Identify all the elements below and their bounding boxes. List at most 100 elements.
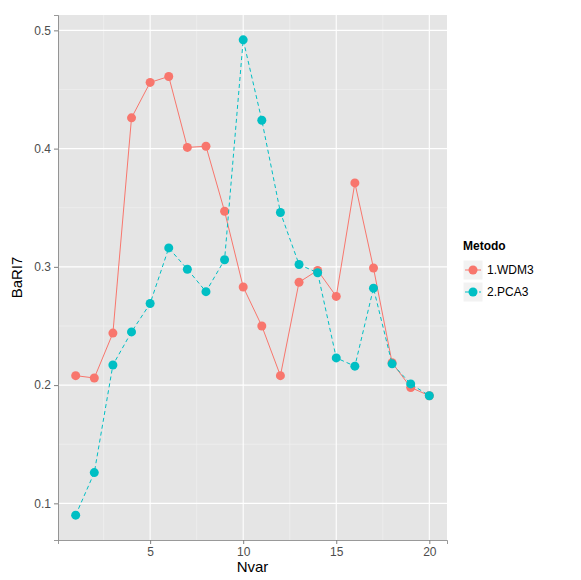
data-point <box>388 359 397 368</box>
tick-mark <box>243 540 244 544</box>
data-point <box>220 255 229 264</box>
legend-marker <box>469 266 478 275</box>
data-point <box>164 72 173 81</box>
grid-line <box>58 30 447 31</box>
grid-line <box>243 15 244 540</box>
data-point <box>71 371 80 380</box>
grid-line <box>58 385 447 386</box>
series-line <box>76 40 430 515</box>
data-point <box>108 361 117 370</box>
data-point <box>90 468 99 477</box>
data-point <box>239 282 248 291</box>
x-axis: 5 10 15 20 <box>59 540 448 559</box>
y-axis: 0.1 0.2 0.3 0.4 0.5 <box>34 16 58 541</box>
grid-line <box>58 148 447 149</box>
legend: Metodo 1.WDM3 2.PCA3 <box>463 239 534 302</box>
tick: 0.2 <box>34 378 58 392</box>
data-point <box>295 260 304 269</box>
tick: 5 <box>147 540 154 559</box>
data-point <box>350 362 359 371</box>
data-point <box>127 113 136 122</box>
tick-mark <box>54 149 58 150</box>
tick-label: 20 <box>423 545 437 559</box>
tick-label: 10 <box>237 545 251 559</box>
data-point <box>127 327 136 336</box>
data-point <box>332 292 341 301</box>
data-point <box>369 264 378 273</box>
tick-label: 5 <box>147 545 154 559</box>
legend-label: 1.WDM3 <box>487 263 534 277</box>
tick-mark <box>336 540 337 544</box>
tick: 0.4 <box>34 142 58 156</box>
tick-mark <box>54 267 58 268</box>
data-point <box>295 278 304 287</box>
data-point <box>425 391 434 400</box>
minor-grid-line <box>58 325 447 326</box>
tick: 15 <box>330 540 344 559</box>
minor-grid-line <box>58 207 447 208</box>
tick-mark <box>429 540 430 544</box>
y-axis-title: BaRI7 <box>8 257 25 299</box>
tick-label: 15 <box>330 545 344 559</box>
data-point <box>369 284 378 293</box>
data-point <box>276 208 285 217</box>
axis-line <box>54 16 59 541</box>
data-point <box>406 379 415 388</box>
tick: 10 <box>237 540 251 559</box>
plot-data <box>71 35 434 519</box>
grid-line <box>150 15 151 540</box>
legend-label: 2.PCA3 <box>487 285 529 299</box>
series-line <box>76 76 430 395</box>
data-point <box>276 371 285 380</box>
data-point <box>239 35 248 44</box>
tick-mark <box>54 385 58 386</box>
tick-label: 0.3 <box>34 260 51 274</box>
chart: 5 10 15 20 0.1 0.2 0.3 0.4 0.5 Nvar BaRI7 Metodo 1.W… <box>0 0 581 580</box>
tick-label: 0.5 <box>34 24 51 38</box>
minor-grid-line <box>382 15 383 540</box>
data-point <box>108 329 117 338</box>
minor-grid-line <box>58 89 447 90</box>
minor-grid-line <box>289 15 290 540</box>
minor-grid-line <box>196 15 197 540</box>
data-point <box>313 268 322 277</box>
data-point <box>220 207 229 216</box>
grid-line <box>336 15 337 540</box>
tick: 0.3 <box>34 260 58 274</box>
minor-grid-line <box>103 15 104 540</box>
data-point <box>257 321 266 330</box>
data-point <box>183 265 192 274</box>
data-point <box>201 287 210 296</box>
data-point <box>146 78 155 87</box>
tick-label: 0.2 <box>34 378 51 392</box>
data-point <box>350 178 359 187</box>
x-axis-title: Nvar <box>237 558 269 575</box>
tick-mark <box>150 540 151 544</box>
axis-line <box>59 541 448 545</box>
data-point <box>146 299 155 308</box>
tick-label: 0.1 <box>34 497 51 511</box>
grid-line <box>58 503 447 504</box>
data-point <box>425 391 434 400</box>
tick-mark <box>54 30 58 31</box>
tick-mark <box>54 503 58 504</box>
data-point <box>183 143 192 152</box>
legend-marker <box>469 288 478 297</box>
tick-label: 0.4 <box>34 142 51 156</box>
data-point <box>164 243 173 252</box>
panel-background <box>58 15 447 540</box>
legend-title: Metodo <box>463 239 506 253</box>
data-point <box>201 142 210 151</box>
grid-line <box>58 266 447 267</box>
grid <box>58 15 447 540</box>
legend-key <box>463 260 483 280</box>
data-point <box>71 511 80 520</box>
legend-key <box>463 282 483 302</box>
grid-line <box>429 15 430 540</box>
data-point <box>90 374 99 383</box>
tick: 0.1 <box>34 497 58 511</box>
tick: 0.5 <box>34 24 58 38</box>
data-point <box>257 116 266 125</box>
data-point <box>332 353 341 362</box>
minor-grid-line <box>58 444 447 445</box>
